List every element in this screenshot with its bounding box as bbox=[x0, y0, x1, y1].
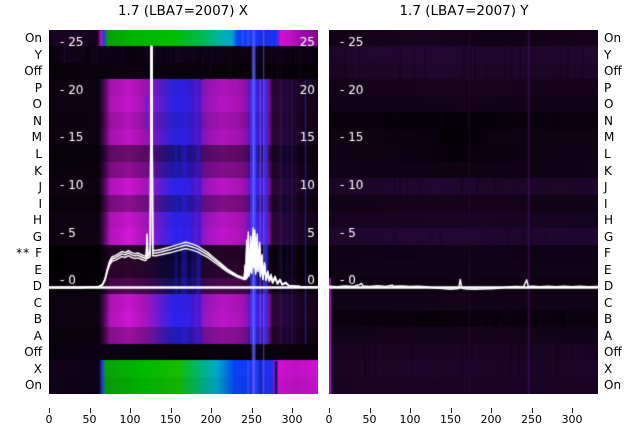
row-label-g-12: G bbox=[32, 229, 42, 244]
row-label-off-2: Off bbox=[24, 64, 42, 79]
row-label-i-10: I bbox=[604, 196, 608, 211]
x-tick-mark bbox=[369, 408, 371, 413]
left-panel-title: 1.7 (LBA7=2007) X bbox=[117, 3, 249, 19]
row-label-n-5: N bbox=[604, 113, 613, 128]
row-label-c-16: C bbox=[33, 295, 42, 310]
x-tick-mark bbox=[531, 408, 533, 413]
x-tick-label-right-200: 200 bbox=[480, 413, 502, 426]
row-label-j-9: J bbox=[604, 180, 608, 195]
x-tick-mark bbox=[251, 408, 253, 413]
row-label-off-19: Off bbox=[24, 345, 42, 360]
row-label-on-0: On bbox=[24, 31, 42, 46]
right-panel-title: 1.7 (LBA7=2007) Y bbox=[399, 3, 529, 19]
x-tick-label-left-50: 50 bbox=[82, 413, 97, 426]
x-tick-mark bbox=[491, 408, 493, 413]
row-label-b-17: B bbox=[604, 312, 613, 327]
row-label-e-14: E bbox=[34, 262, 42, 277]
x-tick-label-left-0: 0 bbox=[45, 413, 53, 426]
row-label-n-5: N bbox=[33, 113, 42, 128]
row-label-m-6: M bbox=[604, 130, 615, 145]
x-tick-mark bbox=[572, 408, 574, 413]
row-label-o-4: O bbox=[604, 97, 614, 112]
row-label-o-4: O bbox=[32, 97, 42, 112]
row-label-h-11: H bbox=[604, 213, 614, 228]
row-label-x-20: X bbox=[604, 361, 613, 376]
row-label-a-18: A bbox=[33, 328, 42, 343]
row-label-on-0: On bbox=[604, 31, 622, 46]
row-label-l-7: L bbox=[604, 146, 611, 161]
x-tick-label-right-50: 50 bbox=[362, 413, 377, 426]
x-tick-label-right-100: 100 bbox=[399, 413, 421, 426]
row-label-m-6: M bbox=[31, 130, 42, 145]
row-label-d-15: D bbox=[604, 279, 614, 294]
left-heatmap-panel bbox=[49, 30, 318, 394]
row-label-g-12: G bbox=[604, 229, 614, 244]
x-tick-mark bbox=[49, 408, 50, 413]
x-tick-label-right-250: 250 bbox=[521, 413, 543, 426]
row-label-on-21: On bbox=[604, 378, 622, 393]
x-tick-mark bbox=[450, 408, 452, 413]
x-tick-label-left-300: 300 bbox=[281, 413, 303, 426]
row-label-p-3: P bbox=[604, 80, 612, 95]
x-tick-mark bbox=[329, 408, 330, 413]
row-label-a-18: A bbox=[604, 328, 613, 343]
left-row-labels: On Y Off P O N M L K J I H G ** F E D C B A Off X On bbox=[0, 30, 45, 394]
row-label-k-8: K bbox=[604, 163, 612, 178]
right-row-labels: On Y Off P O N M L K J I H G F E D C B A Off X On bbox=[603, 30, 640, 394]
row-label-y-1: Y bbox=[34, 47, 42, 62]
x-tick-label-left-250: 250 bbox=[241, 413, 263, 426]
x-tick-label-left-150: 150 bbox=[160, 413, 182, 426]
row-label-b-17: B bbox=[33, 312, 42, 327]
x-tick-label-left-200: 200 bbox=[200, 413, 222, 426]
row-label-off-2: Off bbox=[604, 64, 622, 79]
row-label-h-11: H bbox=[32, 213, 42, 228]
row-label-x-20: X bbox=[33, 361, 42, 376]
x-tick-mark bbox=[211, 408, 213, 413]
row-label-i-10: I bbox=[38, 196, 42, 211]
x-tick-mark bbox=[170, 408, 172, 413]
row-label-j-9: J bbox=[38, 180, 42, 195]
row-label-e-14: E bbox=[604, 262, 612, 277]
row-label-on-21: On bbox=[24, 378, 42, 393]
row-label-off-19: Off bbox=[604, 345, 622, 360]
x-tick-mark bbox=[89, 408, 91, 413]
x-tick-mark bbox=[410, 408, 412, 413]
row-label-d-15: D bbox=[32, 279, 42, 294]
flagged-row-marker: ** bbox=[16, 246, 31, 261]
x-tick-label-right-300: 300 bbox=[561, 413, 583, 426]
row-label-l-7: L bbox=[35, 146, 42, 161]
x-tick-label-right-0: 0 bbox=[325, 413, 333, 426]
x-tick-mark bbox=[292, 408, 294, 413]
row-label-k-8: K bbox=[34, 163, 42, 178]
x-tick-label-right-150: 150 bbox=[440, 413, 462, 426]
row-label-y-1: Y bbox=[604, 47, 612, 62]
x-tick-mark bbox=[130, 408, 132, 413]
right-heatmap-panel bbox=[329, 30, 598, 394]
row-label-f-13: F bbox=[604, 246, 611, 261]
row-label-f-13: ** F bbox=[16, 246, 42, 261]
row-label-c-16: C bbox=[604, 295, 613, 310]
row-label-p-3: P bbox=[34, 80, 42, 95]
x-tick-label-left-100: 100 bbox=[119, 413, 141, 426]
